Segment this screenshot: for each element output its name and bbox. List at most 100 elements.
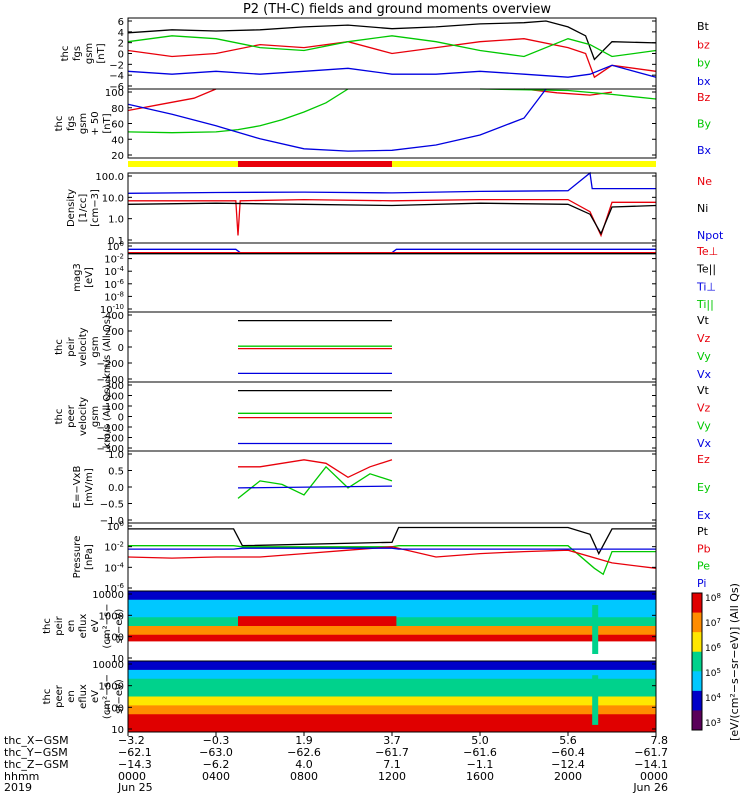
y-tick-label: 0 — [118, 50, 124, 61]
y-tick-label: 10.0 — [102, 193, 124, 204]
annotation-row-label: thc_Y−GSM — [4, 746, 68, 759]
spectrogram-band — [128, 723, 656, 733]
spectrogram-gap — [128, 641, 656, 661]
annotation-row-label: 2019 — [4, 781, 32, 794]
y-tick-label: −0.5 — [100, 500, 124, 511]
legend-item: By — [697, 118, 712, 131]
series-line-Ez — [238, 459, 393, 479]
annotation-value: 1200 — [378, 770, 406, 783]
legend-item: Vt — [697, 384, 710, 397]
annotation-value: −63.0 — [199, 746, 233, 759]
legend-item: Npot — [697, 229, 724, 242]
panel-frame — [127, 450, 657, 524]
legend-item: Vz — [697, 402, 711, 415]
annotation-value: 0400 — [202, 770, 230, 783]
colorbar-label: [eV/(cm²−s−sr−eV)] (All Qs) — [728, 583, 741, 741]
y-axis-label: [nT] — [102, 113, 113, 133]
series-line-bx — [127, 64, 657, 78]
annotation-value: 0000 — [640, 770, 668, 783]
legend-item: Vy — [697, 350, 711, 363]
colorbar-tick-label: 103 — [705, 717, 721, 729]
y-tick-label: 10-2 — [104, 253, 124, 266]
y-tick-label: −100 — [97, 423, 124, 434]
y-tick-label: 200 — [105, 327, 124, 338]
annotation-value: 1.9 — [295, 734, 313, 747]
colorbar: 108 107 106 105 104 103 [eV/(cm²−s−sr−eV)] (Al… — [691, 583, 741, 741]
legend-item: Ti|| — [696, 298, 714, 311]
y-tick-label: 1.0 — [108, 215, 124, 226]
series-line-Pe — [128, 545, 656, 576]
y-axis-label: peir — [66, 336, 77, 356]
legend-item: Vx — [697, 437, 712, 450]
spectrogram-band — [128, 608, 656, 618]
annotation-value: 1600 — [466, 770, 494, 783]
annotation-value: −14.3 — [118, 758, 152, 771]
legend-item: Ne — [697, 175, 712, 188]
series-line-By — [127, 88, 349, 134]
legend-item: Te⊥ — [696, 245, 718, 258]
y-tick-label: 1000 — [99, 682, 124, 693]
legend-item: Bx — [697, 144, 712, 157]
y-tick-label: 4 — [118, 28, 124, 39]
y-tick-label: 0.1 — [108, 236, 124, 247]
annotation-value: Jun 26 — [632, 781, 668, 794]
y-tick-label: 10-4 — [104, 265, 124, 278]
y-axis-label: mag3 — [72, 263, 83, 292]
annotation-value: 7.1 — [383, 758, 401, 771]
panel-peir_spec: 10000 1000 100 10 thc peir en eflux eV (cm²−s− sr−… — [42, 590, 657, 665]
y-axis-label: thc — [60, 46, 71, 62]
legend-item: bz — [697, 38, 710, 51]
y-tick-label: 300 — [105, 381, 124, 392]
y-tick-label: −300 — [97, 444, 124, 455]
y-axis-label: km/s (All Qs) — [102, 315, 113, 379]
series-line-Pb — [127, 546, 657, 569]
legend-item: Bt — [697, 20, 710, 33]
y-tick-label: 60 — [111, 120, 124, 131]
annotation-value: −3.2 — [118, 734, 145, 747]
annotation-value: 0000 — [118, 770, 146, 783]
y-tick-label: 10 — [111, 725, 124, 736]
legend-item: Ex — [697, 509, 711, 522]
y-tick-label: 10000 — [92, 660, 124, 671]
y-axis-label: (cm²−s− — [102, 674, 113, 719]
panel-efield: 1.0 0.5 0.0 −0.5 −1.0 E=−VxB [mV/m] Ez Ey Ex — [72, 450, 711, 527]
y-tick-label: −2 — [109, 60, 124, 71]
annotation-value: 7.8 — [651, 734, 669, 747]
spectrogram-dropout — [592, 605, 599, 654]
y-axis-label: thc — [54, 339, 65, 355]
y-axis-label: fgs — [72, 46, 83, 61]
y-tick-label: 10-6 — [104, 582, 124, 595]
y-axis-label: peer — [66, 404, 77, 428]
y-axis-label: en — [66, 690, 77, 703]
panel-peer_spec: 10000 1000 100 10 thc peer en eflux eV (cm²−s− sr−… — [42, 660, 657, 736]
legend-item: bx — [697, 75, 711, 88]
legend-item: Te|| — [696, 263, 716, 276]
y-axis-label: peir — [54, 615, 65, 635]
annotation-row-label: hhmm — [4, 770, 39, 783]
series-line-Ni — [127, 202, 657, 236]
annotation-value: −6.2 — [203, 758, 230, 771]
series-line-Bt — [127, 20, 657, 61]
colorbar-tick-label: 108 — [705, 592, 721, 604]
y-axis-label: sr−eV) — [114, 679, 125, 714]
spectrogram-band — [128, 661, 656, 671]
annotation-value: −1.1 — [467, 758, 494, 771]
legend-item: Vx — [697, 368, 712, 381]
y-tick-label: 10-6 — [104, 278, 124, 291]
y-tick-label: 10 — [111, 654, 124, 665]
colorbar-tick-label: 106 — [705, 642, 721, 654]
colorbar-segment — [692, 612, 702, 633]
colorbar-segment — [692, 651, 702, 672]
y-axis-label: eflux — [78, 684, 89, 709]
series-line-By — [479, 88, 657, 100]
series-line-bz — [127, 38, 657, 79]
y-tick-label: 6 — [118, 17, 124, 28]
y-axis-label: velocity — [78, 397, 89, 436]
legend-item: Vz — [697, 332, 711, 345]
legend-item: Ti⊥ — [696, 280, 716, 293]
spectrogram-band — [128, 599, 656, 609]
y-tick-label: 0 — [118, 413, 124, 424]
